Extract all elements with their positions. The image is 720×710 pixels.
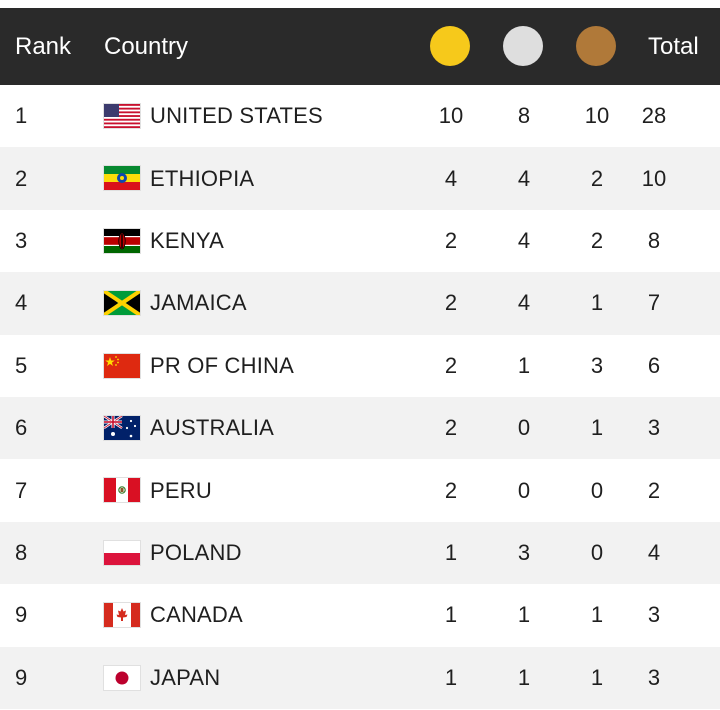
rank-cell: 8 [15, 539, 28, 565]
total-count: 28 [641, 103, 667, 129]
table-row: 3 KENYA 2 4 2 8 [0, 209, 720, 273]
gold-count: 2 [444, 352, 458, 378]
bronze-count: 2 [590, 165, 604, 191]
table-row: 8 POLAND 1 3 0 4 [0, 521, 720, 585]
country-name: CANADA [150, 602, 243, 628]
flag-kenya-icon [104, 229, 140, 253]
bronze-count: 2 [590, 227, 604, 253]
table-row: 6 AUSTRALIA 2 0 1 3 [0, 396, 720, 460]
total-header: Total [648, 32, 699, 60]
silver-medal-icon [503, 26, 543, 66]
table-row: 9 CANADA 1 1 1 3 [0, 584, 720, 647]
country-name: KENYA [150, 227, 224, 253]
gold-count: 2 [444, 415, 458, 441]
rank-cell: 9 [15, 664, 28, 690]
medal-table-body: 1 UNITED STATES 10 8 10 28 2 ETHIOPIA 4 … [0, 85, 720, 709]
gold-count: 1 [444, 664, 458, 690]
table-header: Rank Country Total [0, 8, 720, 85]
country-name: JAPAN [150, 664, 221, 690]
gold-count: 2 [444, 227, 458, 253]
bronze-count: 1 [590, 602, 604, 628]
country-name: PERU [150, 477, 212, 503]
bronze-count: 1 [590, 290, 604, 316]
gold-count: 2 [444, 477, 458, 503]
total-count: 4 [647, 539, 661, 565]
rank-cell: 4 [15, 290, 28, 316]
silver-count: 1 [517, 602, 531, 628]
bronze-count: 1 [590, 664, 604, 690]
rank-cell: 3 [15, 227, 28, 253]
total-count: 3 [647, 602, 661, 628]
flag-china-icon [104, 354, 140, 378]
table-row: 5 PR OF CHINA 2 1 3 6 [0, 334, 720, 397]
flag-canada-icon [104, 603, 140, 627]
total-count: 3 [647, 664, 661, 690]
country-name: ETHIOPIA [150, 165, 255, 191]
silver-count: 0 [517, 415, 531, 441]
flag-peru-icon [104, 478, 140, 502]
gold-count: 10 [438, 103, 464, 129]
bronze-count: 0 [590, 477, 604, 503]
rank-cell: 5 [15, 352, 28, 378]
gold-medal-icon [430, 26, 470, 66]
table-row: 4 JAMAICA 2 4 1 7 [0, 272, 720, 335]
gold-count: 2 [444, 290, 458, 316]
flag-jamaica-icon [104, 291, 140, 315]
country-header: Country [104, 32, 189, 60]
table-row: 9 JAPAN 1 1 1 3 [0, 646, 720, 709]
gold-count: 4 [444, 165, 458, 191]
total-count: 8 [647, 227, 661, 253]
country-name: AUSTRALIA [150, 415, 275, 441]
total-count: 6 [647, 352, 661, 378]
silver-count: 1 [517, 664, 531, 690]
rank-header: Rank [15, 32, 72, 60]
country-name: UNITED STATES [150, 103, 323, 129]
country-name: JAMAICA [150, 290, 247, 316]
table-row: 1 UNITED STATES 10 8 10 28 [0, 85, 720, 148]
table-row: 2 ETHIOPIA 4 4 2 10 [0, 147, 720, 210]
rank-cell: 7 [15, 477, 28, 503]
total-count: 7 [647, 290, 661, 316]
rank-cell: 2 [15, 165, 28, 191]
bronze-medal-icon [576, 26, 616, 66]
rank-cell: 9 [15, 602, 28, 628]
silver-count: 4 [517, 165, 531, 191]
bronze-count: 10 [584, 103, 610, 129]
total-count: 3 [647, 415, 661, 441]
gold-count: 1 [444, 539, 458, 565]
flag-japan-icon [104, 666, 140, 690]
silver-count: 0 [517, 477, 531, 503]
bronze-count: 0 [590, 539, 604, 565]
bronze-count: 3 [590, 352, 604, 378]
flag-ethiopia-icon [104, 166, 140, 190]
silver-count: 1 [517, 352, 531, 378]
top-divider [0, 0, 720, 8]
bronze-count: 1 [590, 415, 604, 441]
flag-australia-icon [104, 416, 140, 440]
silver-count: 4 [517, 227, 531, 253]
total-count: 10 [641, 165, 667, 191]
silver-count: 3 [517, 539, 531, 565]
country-name: POLAND [150, 539, 242, 565]
total-count: 2 [647, 477, 661, 503]
rank-cell: 6 [15, 415, 28, 441]
table-row: 7 PERU 2 0 0 2 [0, 459, 720, 522]
flag-poland-icon [104, 541, 140, 565]
gold-count: 1 [444, 602, 458, 628]
rank-cell: 1 [15, 103, 28, 129]
country-name: PR OF CHINA [150, 352, 294, 378]
silver-count: 8 [517, 103, 531, 129]
silver-count: 4 [517, 290, 531, 316]
flag-usa-icon [104, 104, 140, 128]
